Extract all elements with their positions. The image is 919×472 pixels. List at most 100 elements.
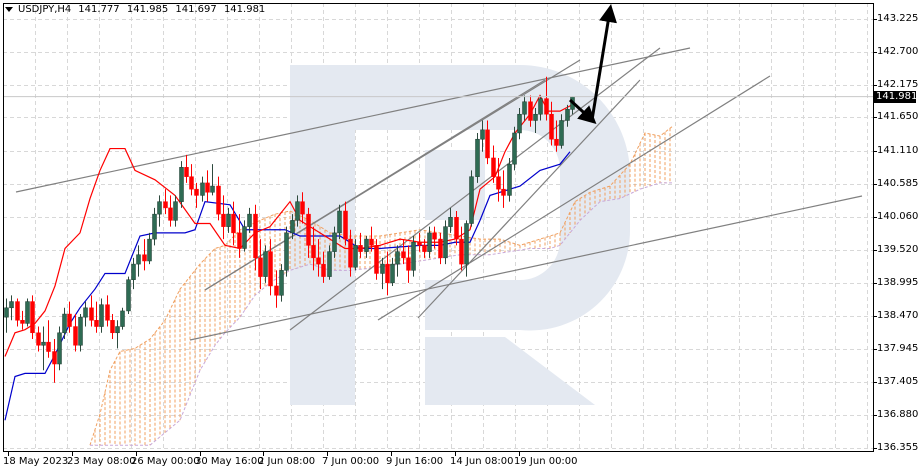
- arrow-pullback-icon[interactable]: [568, 98, 597, 125]
- candle: [200, 182, 205, 196]
- candle: [538, 98, 543, 115]
- price-axis-label: 139.520: [877, 244, 919, 256]
- candle: [36, 332, 41, 346]
- time-axis-label: 18 May 2023: [3, 456, 69, 467]
- price-axis-label: 140.060: [877, 210, 919, 222]
- plot-area[interactable]: [3, 3, 873, 451]
- candle: [353, 245, 358, 268]
- time-axis-label: 9 Jun 16:00: [386, 456, 444, 467]
- forecast-arrows[interactable]: [568, 4, 617, 125]
- candle: [554, 138, 559, 146]
- candle: [142, 254, 147, 262]
- candle: [57, 332, 62, 365]
- price-axis-label: 137.405: [877, 376, 919, 388]
- candle: [83, 307, 88, 318]
- candle: [559, 120, 564, 146]
- candle: [544, 98, 549, 115]
- arrow-target-up-icon[interactable]: [590, 4, 617, 121]
- candle: [401, 251, 406, 259]
- candle: [25, 301, 30, 324]
- collapse-triangle-icon[interactable]: [5, 7, 13, 12]
- trendline[interactable]: [15, 47, 691, 193]
- candle: [528, 101, 533, 121]
- candle: [41, 341, 46, 346]
- price-axis-label: 136.880: [877, 409, 919, 421]
- candle: [427, 232, 432, 252]
- candle: [549, 113, 554, 140]
- price-axis-label: 136.355: [877, 442, 919, 453]
- candle: [369, 238, 374, 246]
- candle: [67, 313, 72, 327]
- candle: [120, 310, 125, 327]
- candle: [179, 167, 184, 202]
- grid: [3, 3, 873, 451]
- candle: [279, 270, 284, 296]
- candle: [258, 257, 263, 277]
- ichimoku-cloud: [89, 126, 673, 446]
- candle: [469, 176, 474, 224]
- candle: [194, 188, 199, 196]
- symbol-label: USDJPY,H4: [18, 4, 72, 15]
- candle: [152, 213, 157, 240]
- candle: [226, 213, 231, 227]
- candle: [242, 226, 247, 249]
- low-value: 141.697: [175, 4, 217, 15]
- candle: [327, 251, 332, 277]
- trendline[interactable]: [289, 47, 661, 331]
- time-axis-label: 19 Jun 00:00: [514, 456, 578, 467]
- time-axis-label: 2 Jun 08:00: [258, 456, 316, 467]
- time-axis-label: 30 May 16:00: [195, 456, 264, 467]
- price-axis-label: 143.225: [877, 13, 919, 24]
- candle: [221, 213, 226, 227]
- candle: [15, 301, 20, 321]
- candle: [364, 238, 369, 252]
- candle: [374, 245, 379, 274]
- candle: [216, 185, 221, 215]
- candle: [422, 245, 427, 252]
- candle: [311, 245, 316, 259]
- candle: [184, 167, 189, 177]
- candle: [231, 213, 236, 234]
- time-axis-label: 26 May 00:00: [131, 456, 200, 467]
- close-value: 141.981: [223, 4, 266, 15]
- candle: [459, 238, 464, 265]
- candle: [78, 316, 83, 346]
- trendline[interactable]: [377, 75, 771, 321]
- candle: [517, 113, 522, 134]
- candle: [210, 185, 215, 193]
- time-axis-label: 7 Jun 00:00: [322, 456, 380, 467]
- candle: [348, 238, 353, 268]
- candle: [247, 213, 252, 227]
- candle: [443, 226, 448, 259]
- price-axis-label: 138.470: [877, 309, 919, 321]
- candle: [62, 313, 67, 334]
- ohlc-values: 141.777 141.985 141.697 141.981: [74, 4, 265, 15]
- candle: [274, 285, 279, 296]
- candle: [136, 254, 141, 265]
- candle: [115, 326, 120, 334]
- trendline[interactable]: [417, 79, 641, 319]
- candle: [253, 213, 258, 259]
- candle: [99, 304, 104, 327]
- candle: [496, 176, 501, 190]
- candle: [4, 307, 9, 318]
- candle: [300, 201, 305, 215]
- candle: [501, 188, 506, 196]
- candle: [390, 263, 395, 284]
- candle: [464, 223, 469, 265]
- open-value: 141.777: [78, 4, 120, 15]
- price-axis-label: 142.175: [877, 78, 919, 90]
- candle: [105, 304, 110, 321]
- candle: [263, 251, 268, 277]
- candle: [454, 217, 459, 240]
- candle: [20, 320, 25, 324]
- candle: [337, 210, 342, 234]
- candle: [46, 341, 51, 352]
- candle: [147, 238, 152, 262]
- candlesticks: [4, 76, 575, 383]
- chart-frame: [3, 3, 874, 452]
- candle: [110, 320, 115, 334]
- trendline[interactable]: [189, 195, 863, 341]
